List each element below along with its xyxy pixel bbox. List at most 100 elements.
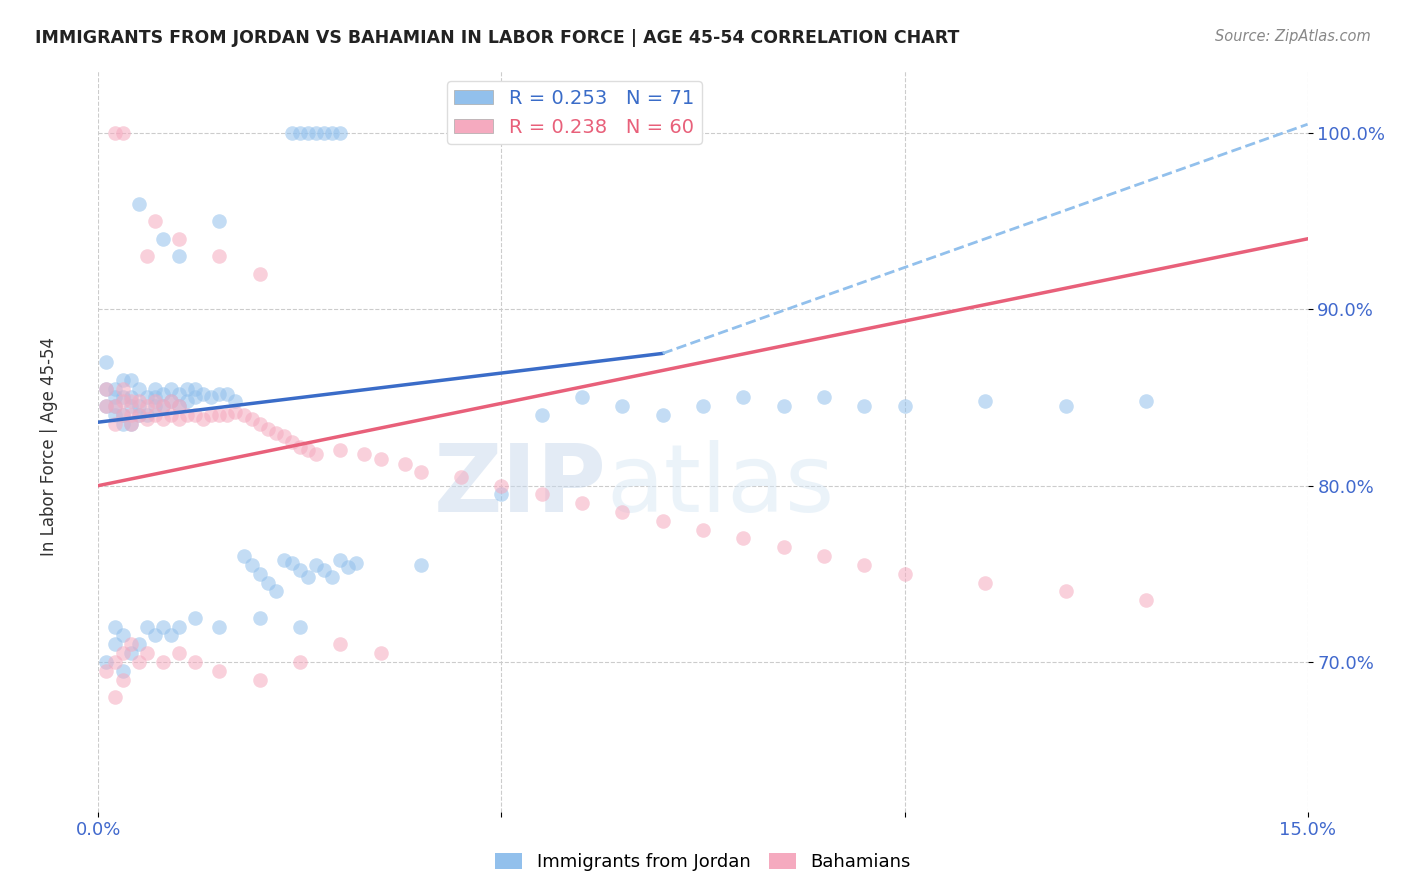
Point [152,387,174,401]
Point [344,556,367,570]
Point [733,532,755,546]
Point [152,399,174,413]
Point [120,637,142,651]
Point [103,126,125,140]
Point [305,126,328,140]
Point [208,249,231,263]
Point [120,373,142,387]
Point [249,267,271,281]
Point [103,382,125,396]
Point [813,391,835,405]
Point [305,558,328,572]
Point [167,249,190,263]
Text: atlas: atlas [606,440,835,532]
Point [128,408,150,422]
Point [281,556,304,570]
Point [370,646,392,660]
Point [853,558,876,572]
Point [974,575,997,590]
Point [111,408,134,422]
Point [974,394,997,409]
Point [273,552,295,566]
Point [111,382,134,396]
Point [111,664,134,678]
Point [103,655,125,669]
Point [128,196,150,211]
Point [120,408,142,422]
Point [530,408,553,422]
Point [111,417,134,431]
Point [893,566,915,581]
Point [160,394,183,409]
Point [103,408,125,422]
Point [160,394,183,409]
Text: IMMIGRANTS FROM JORDAN VS BAHAMIAN IN LABOR FORCE | AGE 45-54 CORRELATION CHART: IMMIGRANTS FROM JORDAN VS BAHAMIAN IN LA… [35,29,959,46]
Point [208,214,231,228]
Point [152,399,174,413]
Point [103,391,125,405]
Point [160,382,183,396]
Point [96,655,118,669]
Point [143,394,166,409]
Point [128,399,150,413]
Point [305,447,328,461]
Legend: R = 0.253   N = 71, R = 0.238   N = 60: R = 0.253 N = 71, R = 0.238 N = 60 [447,81,702,145]
Point [772,399,794,413]
Point [176,382,198,396]
Point [409,558,432,572]
Point [103,690,125,705]
Point [193,411,215,425]
Point [329,552,352,566]
Point [103,417,125,431]
Point [571,496,593,510]
Point [240,558,263,572]
Point [120,417,142,431]
Point [176,394,198,409]
Point [167,411,190,425]
Point [232,408,254,422]
Point [321,126,343,140]
Point [184,391,207,405]
Point [167,387,190,401]
Point [249,566,271,581]
Point [256,422,278,436]
Point [733,391,755,405]
Point [167,399,190,413]
Point [135,408,157,422]
Point [143,408,166,422]
Point [96,382,118,396]
Point [232,549,254,563]
Point [128,408,150,422]
Point [281,126,304,140]
Point [120,646,142,660]
Point [297,570,319,584]
Point [893,399,915,413]
Point [692,523,714,537]
Point [143,628,166,642]
Point [337,559,360,574]
Point [167,620,190,634]
Point [813,549,835,563]
Point [96,664,118,678]
Point [128,394,150,409]
Point [297,126,319,140]
Point [167,232,190,246]
Point [208,387,231,401]
Point [249,417,271,431]
Point [217,408,239,422]
Point [1135,593,1157,607]
Point [111,673,134,687]
Point [135,249,157,263]
Point [314,563,336,577]
Point [772,541,794,555]
Point [103,399,125,413]
Point [111,394,134,409]
Point [240,411,263,425]
Point [152,232,174,246]
Point [160,628,183,642]
Text: Source: ZipAtlas.com: Source: ZipAtlas.com [1215,29,1371,44]
Point [143,382,166,396]
Point [167,646,190,660]
Point [111,373,134,387]
Point [612,505,634,519]
